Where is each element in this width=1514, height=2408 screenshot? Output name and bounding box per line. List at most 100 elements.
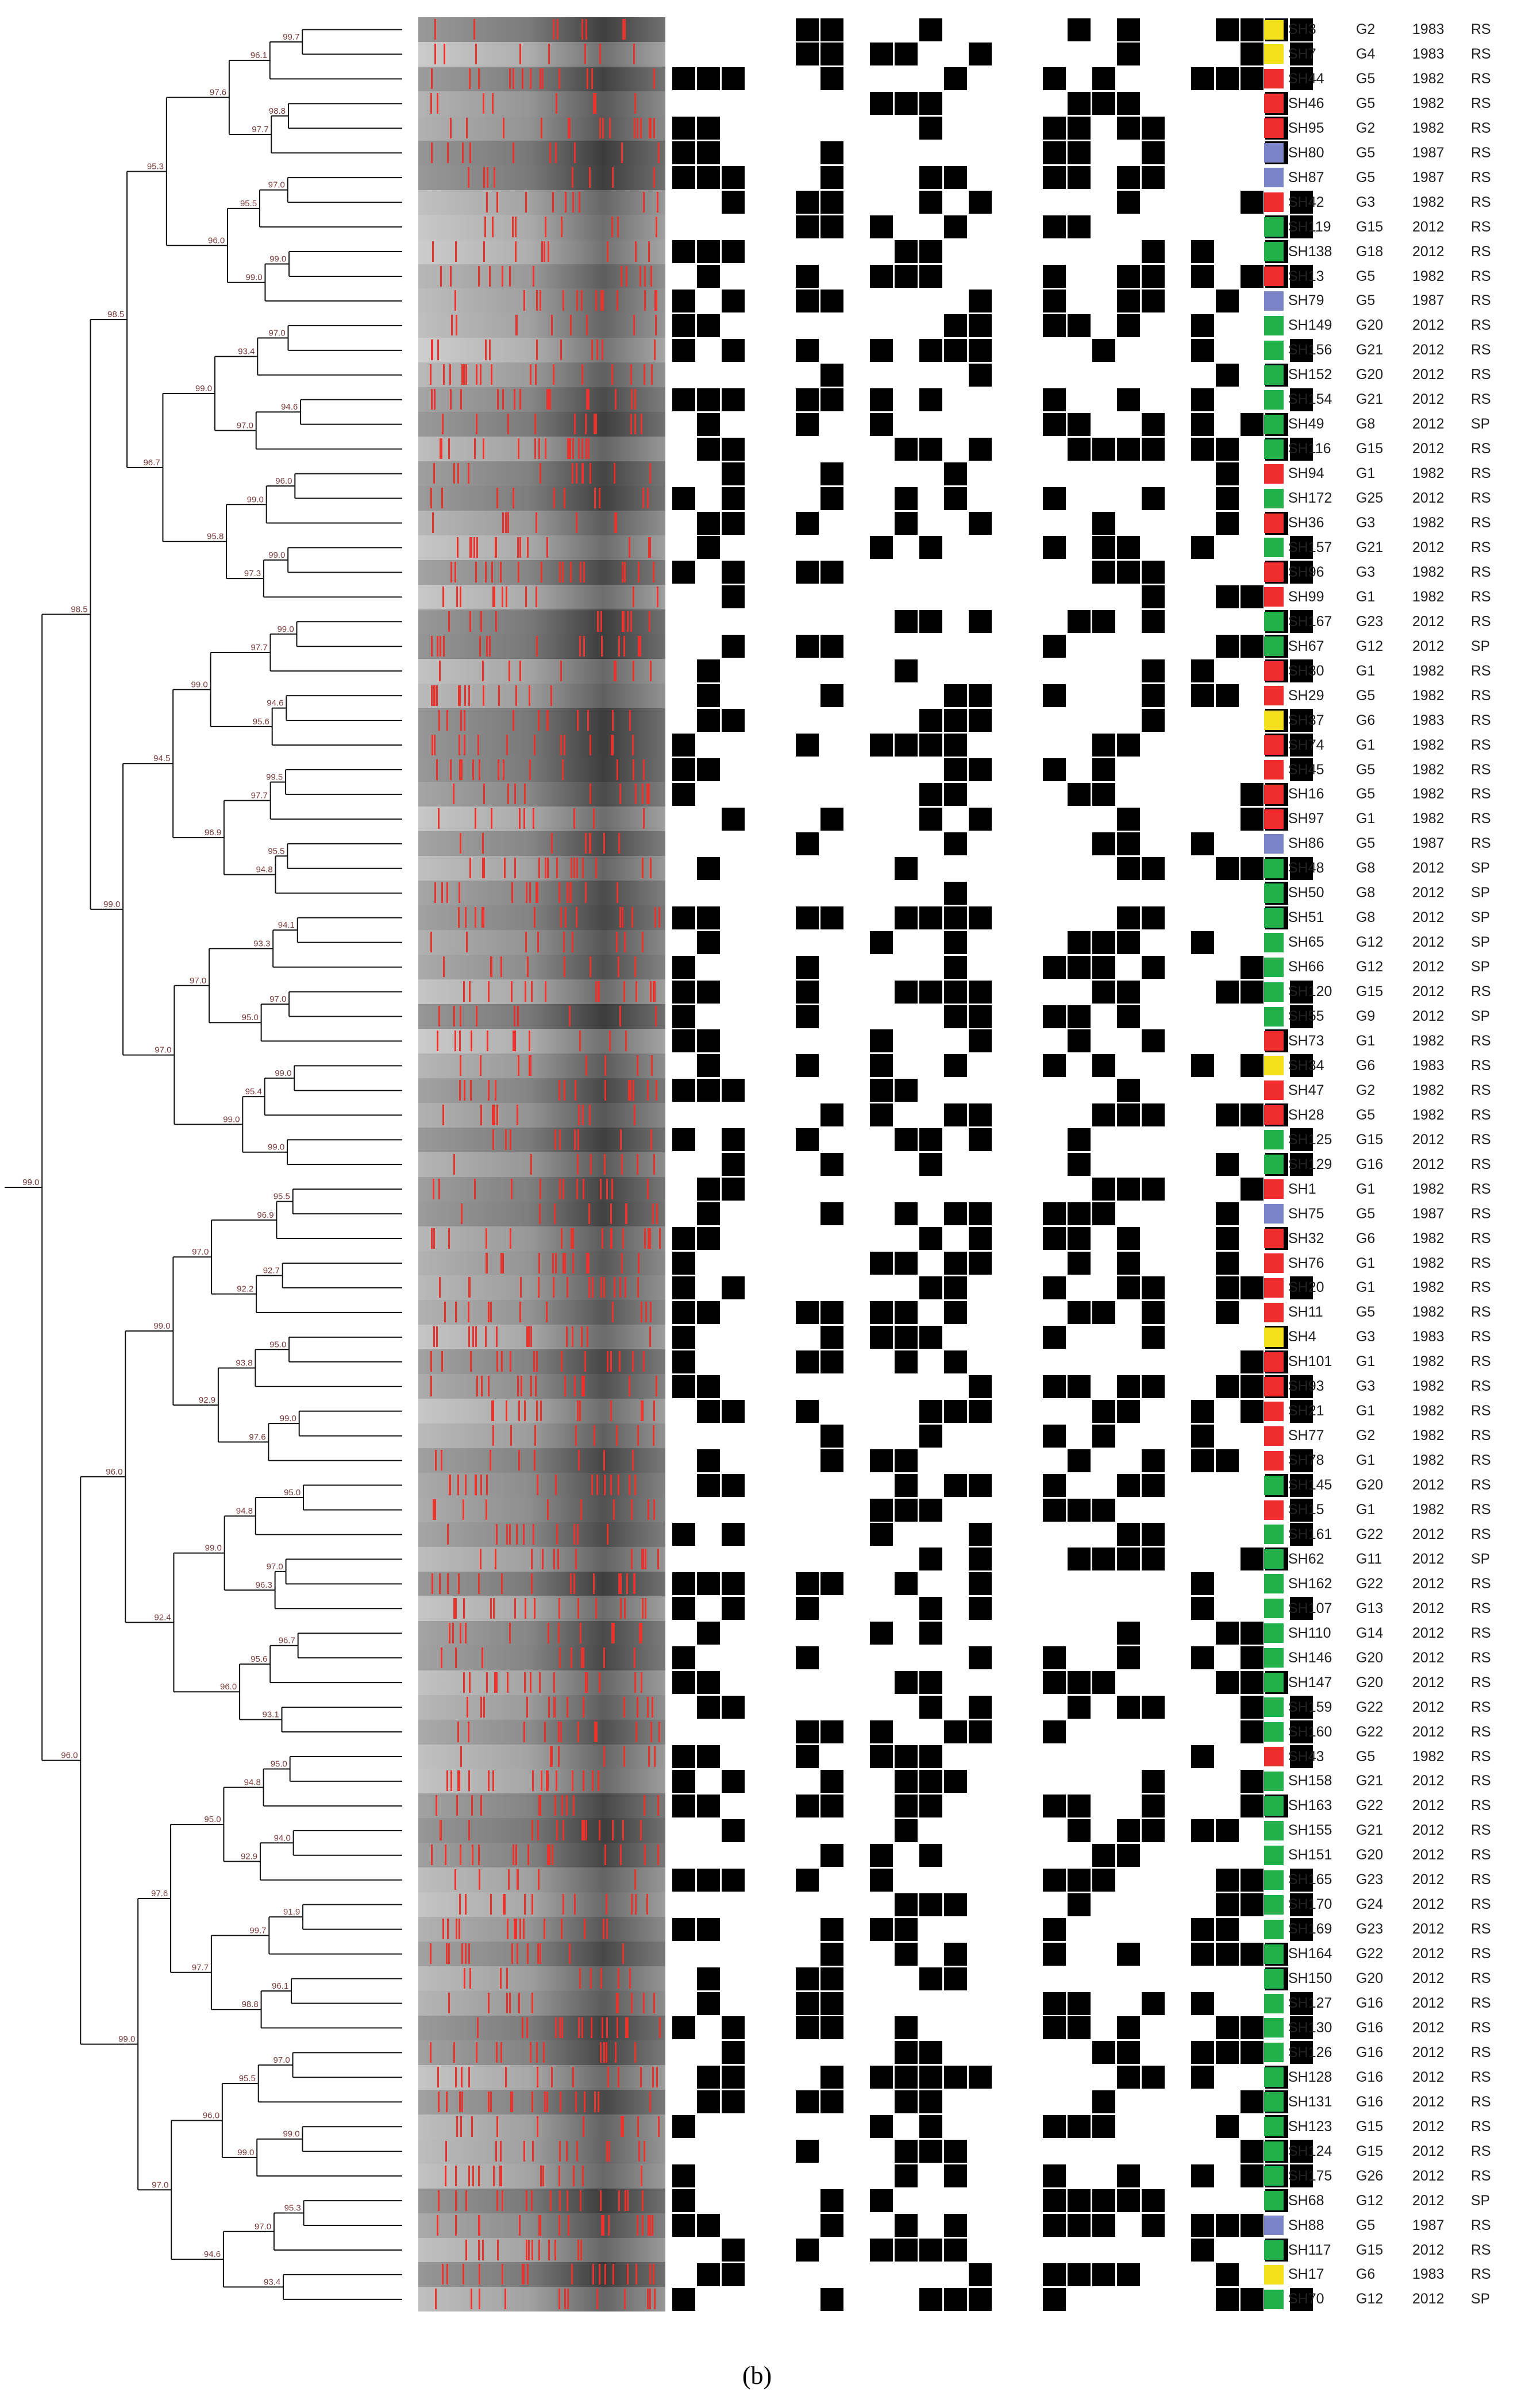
gel-band	[510, 1425, 512, 1446]
node-similarity-value: 97.0	[273, 2055, 290, 2065]
genotype-label: G5	[1356, 761, 1376, 778]
gel-band	[581, 19, 583, 40]
gel-lane	[418, 17, 665, 42]
gel-band	[546, 1302, 548, 1323]
gel-band	[442, 586, 444, 607]
year-label: 1982	[1412, 1082, 1444, 1098]
gel-band	[536, 882, 537, 904]
presence-cell	[1068, 931, 1091, 954]
gel-band	[523, 1523, 525, 1545]
presence-cell	[796, 265, 819, 288]
presence-cell	[919, 265, 942, 288]
presence-cell	[796, 1350, 819, 1373]
presence-cell	[1117, 1523, 1140, 1546]
gel-band	[649, 2289, 651, 2310]
strain-id: SH169	[1288, 1921, 1332, 1938]
presence-cell	[1290, 1696, 1313, 1719]
presence-cell	[1241, 2016, 1263, 2040]
gel-band	[450, 759, 452, 780]
genotype-label: G1	[1356, 1403, 1376, 1419]
presence-cell	[1216, 1449, 1239, 1472]
node-similarity-value: 96.3	[256, 1580, 272, 1590]
presence-cell	[820, 1301, 843, 1324]
gel-band	[587, 68, 588, 89]
gel-band	[466, 932, 468, 953]
gel-band	[571, 858, 572, 879]
presence-cell	[672, 289, 695, 312]
node-similarity-value: 98.8	[269, 106, 286, 116]
year-label: 2012	[1412, 1822, 1444, 1839]
strain-id: SH29	[1288, 687, 1324, 704]
gel-band	[553, 488, 555, 509]
group-color-swatch	[1264, 1130, 1284, 1150]
gel-band	[639, 265, 641, 287]
presence-cell	[820, 1769, 843, 1793]
gel-band	[534, 907, 536, 928]
presence-cell	[672, 1029, 695, 1053]
gel-lane	[418, 1251, 665, 1276]
gel-band	[644, 1844, 646, 1866]
gel-band	[652, 2214, 653, 2236]
gel-band	[630, 611, 632, 632]
gel-band	[554, 1795, 556, 1816]
gel-band	[612, 2264, 614, 2285]
gel-band	[476, 364, 477, 385]
strain-id: SH47	[1288, 1082, 1324, 1098]
genotype-label: G15	[1356, 1131, 1384, 1148]
strain-row: SH164 G22 2012 RS	[1264, 1942, 1511, 1966]
strain-id: SH162	[1288, 1575, 1332, 1592]
gel-band	[584, 43, 586, 64]
presence-cell	[1142, 610, 1165, 634]
presence-cell	[969, 1128, 992, 1152]
gel-band	[558, 68, 560, 89]
year-label: 1982	[1412, 786, 1444, 802]
strain-row: SH78 G1 1982 RS	[1264, 1448, 1511, 1473]
source-label: RS	[1471, 268, 1491, 284]
presence-cell	[895, 1745, 918, 1768]
presence-cell	[796, 412, 819, 436]
gel-band	[473, 537, 475, 558]
source-label: SP	[1471, 909, 1490, 926]
presence-cell	[672, 2115, 695, 2139]
presence-cell	[1068, 782, 1091, 806]
gel-band	[472, 2165, 474, 2186]
year-label: 2012	[1412, 613, 1444, 630]
presence-cell	[1142, 412, 1165, 436]
gel-lane	[418, 1374, 665, 1399]
gel-band	[469, 858, 471, 879]
presence-cell	[820, 191, 843, 214]
gel-band	[593, 808, 595, 829]
gel-band	[450, 117, 452, 138]
gel-band	[523, 808, 525, 829]
presence-cell	[1092, 1301, 1115, 1324]
gel-band	[479, 2214, 480, 2236]
presence-cell	[1191, 388, 1214, 411]
year-label: 2012	[1412, 366, 1444, 383]
node-similarity-value: 92.7	[263, 1265, 280, 1275]
gel-band	[653, 167, 655, 188]
gel-band	[585, 1820, 587, 1841]
gel-band	[493, 1597, 495, 1619]
presence-cell	[1068, 166, 1091, 190]
year-label: 1982	[1412, 1032, 1444, 1049]
genotype-label: G23	[1356, 1921, 1384, 1938]
genotype-label: G6	[1356, 1057, 1376, 1074]
gel-band	[513, 68, 514, 89]
gel-band	[548, 1622, 549, 1643]
group-color-swatch	[1264, 291, 1284, 311]
gel-band	[603, 2214, 604, 2236]
presence-cell	[1241, 1671, 1263, 1695]
strain-row: SH167 G23 2012 RS	[1264, 609, 1511, 634]
gel-lane	[418, 66, 665, 91]
presence-cell	[919, 1794, 942, 1817]
gel-band	[653, 981, 654, 1002]
gel-band	[559, 2140, 561, 2162]
genotype-label: G20	[1356, 1649, 1384, 1666]
source-label: RS	[1471, 613, 1491, 630]
presence-cell	[1216, 1153, 1239, 1176]
gel-lane	[418, 41, 665, 67]
gel-band	[592, 1277, 594, 1298]
gel-band	[462, 142, 464, 163]
gel-band	[629, 1968, 631, 1989]
source-label: RS	[1471, 2118, 1491, 2135]
